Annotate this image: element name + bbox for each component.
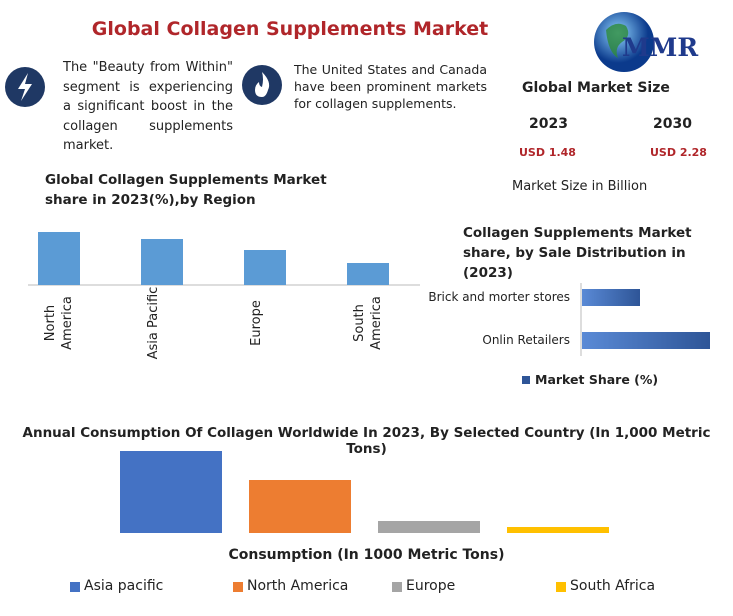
bar — [378, 521, 480, 533]
icon-bolt-glyph — [18, 73, 32, 101]
chart-title: Collagen Supplements Market share, by Sa… — [463, 225, 692, 281]
legend-swatch — [556, 582, 566, 592]
bar — [141, 239, 183, 285]
highlight: The "Beauty from Within" segment is expe… — [63, 60, 233, 153]
chart-title: Annual Consumption Of Collagen Worldwide… — [22, 425, 711, 457]
bar — [244, 249, 286, 285]
logo-globe — [594, 12, 654, 72]
market-size-note: Market Size in Billion — [512, 179, 648, 194]
legend-swatch — [392, 582, 402, 592]
bar — [582, 289, 640, 306]
bar — [249, 480, 351, 533]
legend-label: Market Share (%) — [535, 372, 659, 387]
bar — [120, 451, 222, 533]
logo: MMR — [622, 33, 699, 62]
chart-title: Global Collagen Supplements Market share… — [45, 172, 327, 208]
x-tick-label: South America — [352, 296, 384, 350]
legend-swatch — [522, 376, 530, 384]
legend-label: North America — [247, 578, 349, 594]
legend-label: Asia pacific — [84, 578, 164, 594]
x-tick-label: Europe — [249, 300, 264, 346]
bar — [347, 262, 389, 285]
year: 2023 — [529, 116, 568, 132]
bar — [582, 332, 710, 349]
bar — [38, 232, 80, 285]
y-tick-label: Brick and morter stores — [428, 290, 570, 304]
x-axis-label: Consumption (In 1000 Metric Tons) — [228, 547, 505, 563]
highlight: The United States and Canada have been p… — [294, 62, 487, 111]
x-tick-label: Asia Pacific — [146, 286, 161, 360]
legend-label: South Africa — [570, 578, 656, 594]
legend-swatch — [70, 582, 80, 592]
logo-land — [606, 23, 629, 58]
market-size-title: Global Market Size — [522, 80, 670, 96]
icon-flame — [242, 65, 282, 105]
legend-swatch — [233, 582, 243, 592]
bar — [507, 527, 609, 533]
year: 2030 — [653, 116, 692, 132]
market-value: USD 1.48 — [519, 146, 576, 159]
x-tick-label: North America — [43, 296, 75, 350]
market-value: USD 2.28 — [650, 146, 707, 159]
icon-flame-glyph — [255, 72, 270, 97]
title: Global Collagen Supplements Market — [91, 18, 489, 40]
legend-label: Europe — [406, 578, 456, 594]
y-tick-label: Onlin Retailers — [482, 333, 570, 347]
